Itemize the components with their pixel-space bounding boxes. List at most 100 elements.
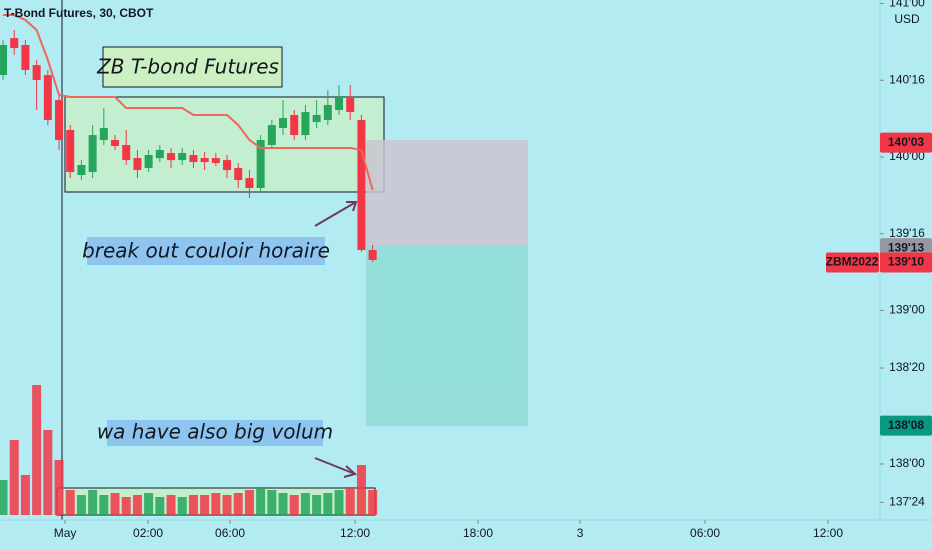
volume-bar	[54, 460, 64, 515]
volume-bar	[32, 385, 42, 515]
price-badge-label: 139'10	[888, 255, 925, 269]
candle-body	[32, 65, 41, 80]
note-highlight	[107, 420, 323, 446]
volume-bar	[300, 493, 310, 515]
candle-body	[66, 130, 75, 173]
candle-body	[0, 44, 8, 76]
volume-bar	[267, 490, 277, 515]
volume-bar	[222, 495, 232, 515]
candle-body	[99, 128, 108, 140]
candle-body	[357, 120, 366, 251]
volume-bar	[144, 493, 154, 515]
candle-body	[256, 139, 265, 189]
x-tick-label: 02:00	[133, 526, 163, 540]
volume-bar	[345, 487, 355, 515]
note-box	[102, 46, 283, 88]
price-badge-label: 140'03	[888, 135, 925, 149]
candle-body	[43, 75, 52, 121]
candle-body	[223, 160, 232, 171]
candle-body	[111, 139, 120, 146]
candle-body	[178, 153, 187, 161]
volume-bar	[121, 497, 131, 515]
y-tick-label: 138'20	[889, 360, 925, 374]
x-tick-label: May	[54, 526, 77, 540]
candle-body	[55, 100, 64, 140]
volume-bar	[20, 475, 30, 515]
candle-body	[368, 250, 377, 260]
marks	[0, 14, 377, 262]
y-tick-label: 138'00	[889, 456, 925, 470]
arrow	[314, 201, 358, 227]
volume-bar	[155, 497, 165, 515]
candle-body	[290, 114, 299, 136]
candle-body	[267, 125, 276, 146]
candle-body	[301, 112, 310, 136]
annotation: wa have also big volum	[97, 420, 333, 444]
volume-bar	[177, 497, 187, 515]
volume-bar	[65, 490, 75, 515]
candle-body	[335, 97, 344, 111]
volume-bar	[368, 490, 378, 515]
candle-body	[144, 155, 153, 169]
candle-body	[155, 149, 164, 159]
y-tick-label: 139'00	[889, 303, 925, 317]
volume-bar	[76, 495, 86, 515]
volume-bar	[233, 493, 243, 515]
arrow	[314, 457, 358, 478]
currency: USD	[894, 12, 920, 26]
volume-bar	[166, 495, 176, 515]
x-tick-label: 12:00	[340, 526, 370, 540]
candle-body	[10, 38, 19, 49]
volume-bar	[110, 493, 120, 515]
indicator-line	[3, 14, 374, 191]
candle-body	[167, 153, 176, 161]
volume-bar	[88, 490, 98, 515]
volume-bar	[211, 493, 221, 515]
price-badge	[880, 252, 932, 273]
volume-bar	[43, 430, 53, 515]
candle-body	[211, 158, 220, 163]
x-tick-label: 3	[577, 526, 584, 540]
candle-body	[312, 114, 321, 123]
target-zone	[366, 246, 528, 426]
y-tick-label: 137'24	[889, 495, 925, 509]
chart-title: T-Bond Futures, 30, CBOT	[4, 6, 154, 20]
price-badge	[880, 132, 932, 153]
price-badge	[880, 415, 932, 436]
x-tick-label: 18:00	[463, 526, 493, 540]
annotation: break out couloir horaire	[82, 239, 330, 263]
volume-bar	[278, 493, 288, 515]
candle-body	[122, 145, 131, 161]
candle-body	[279, 118, 288, 129]
volume-bar	[188, 495, 198, 515]
candle-body	[346, 98, 355, 113]
price-badge-label: 138'08	[888, 418, 925, 432]
volume-bar	[256, 487, 266, 515]
risk-zone	[366, 140, 528, 246]
volume-bar	[312, 495, 322, 515]
candle-body	[77, 164, 86, 175]
price-badge-label: 139'13	[888, 240, 925, 254]
y-tick-label: 141'00	[889, 0, 925, 10]
candle-body	[88, 135, 97, 173]
volume-bar	[200, 495, 210, 515]
candle-body	[323, 104, 332, 121]
candle-body	[245, 178, 254, 189]
volume-bar	[356, 465, 366, 515]
volume-bar	[0, 480, 8, 515]
y-tick-label: 140'16	[889, 72, 925, 86]
x-tick-label: 06:00	[690, 526, 720, 540]
x-tick-label: 06:00	[215, 526, 245, 540]
annotation: ZB T-bond Futures	[96, 55, 279, 79]
volume-bar	[9, 440, 19, 515]
volume-bar	[132, 495, 142, 515]
y-tick-label: 139'16	[889, 226, 925, 240]
candle-body	[234, 168, 243, 181]
volume-bar	[99, 495, 109, 515]
volume-bar	[289, 495, 299, 515]
symbol-label: ZBM2022	[826, 255, 879, 269]
volume-bar	[244, 490, 254, 515]
